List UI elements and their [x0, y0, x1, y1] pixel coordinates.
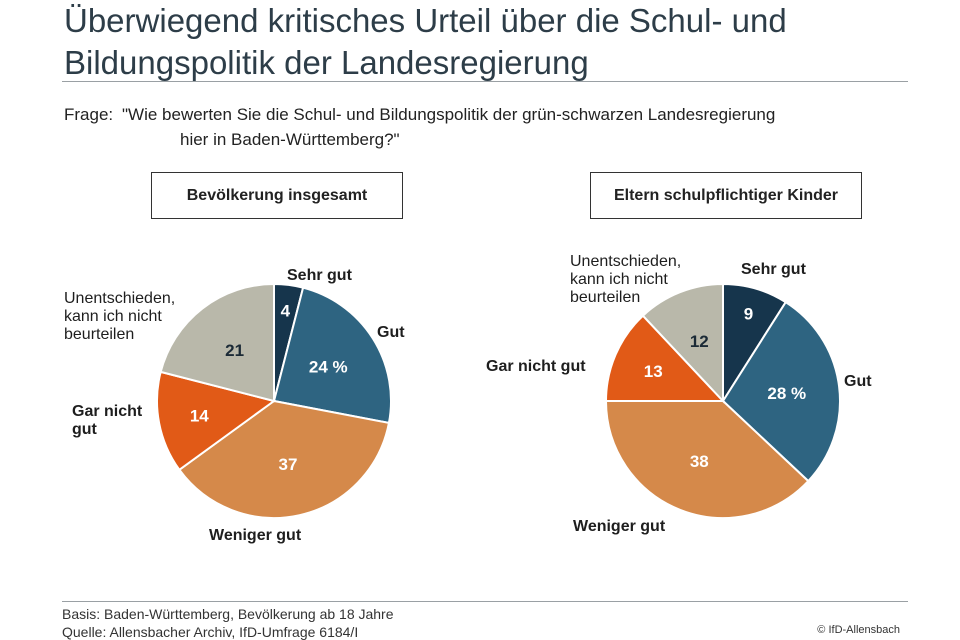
slice-value-label: 13 — [644, 362, 663, 381]
slice-category-label: Gut — [844, 373, 872, 390]
slice-value-label: 21 — [225, 341, 244, 360]
pie-slice-unentschieden — [641, 282, 724, 404]
question-line-1: "Wie bewerten Sie die Schul- und Bildung… — [122, 105, 776, 124]
slice-value-label: 37 — [279, 455, 298, 474]
slice-category-label: Unentschieden, kann ich nicht beurteilen — [570, 253, 681, 306]
slice-category-label: Gar nicht gut — [72, 403, 143, 438]
slice-value-label: 28 % — [767, 384, 806, 403]
slice-value-label: 4 — [281, 302, 291, 321]
slice-category-label: Unentschieden, kann ich nicht beurteilen — [64, 290, 175, 343]
title-rule — [62, 81, 908, 82]
slice-category-label: Weniger gut — [573, 518, 666, 535]
pie-chart-2: 9 Sehr gut 28 % Gut 38 Weniger gut 13 Gar nicht… — [486, 253, 872, 535]
pie-slice-weniger-gut — [604, 400, 810, 519]
panel-title-right: Eltern schulpflichtiger Kinder — [590, 172, 862, 219]
slice-value-label: 24 % — [309, 358, 348, 377]
pie-slice-gar-nicht-gut — [156, 370, 277, 472]
pie-chart-1: 4 Sehr gut 24 % Gut 37 Weniger gut 14 Gar nicht… — [64, 267, 405, 544]
slice-value-label: 12 — [690, 332, 709, 351]
pie-slice-gar-nicht-gut — [604, 314, 726, 402]
pie-slice-unentschieden — [159, 282, 275, 403]
question-prefix: Frage: — [64, 105, 114, 124]
title-line-1: Überwiegend kritisches Urteil über die S… — [64, 2, 787, 39]
question-line-2: hier in Baden-Württemberg?" — [180, 130, 400, 149]
pie-slice-gut — [272, 286, 392, 425]
footer-basis: Basis: Baden-Württemberg, Bevölkerung ab… — [62, 606, 394, 622]
slice-category-label: Weniger gut — [209, 527, 302, 544]
slice-value-label: 38 — [690, 452, 709, 471]
page-title: Überwiegend kritisches Urteil über die S… — [64, 0, 924, 84]
slice-category-label: Gar nicht gut — [486, 358, 586, 375]
slice-category-label: Sehr gut — [741, 261, 807, 278]
title-line-2: Bildungspolitik der Landesregierung — [64, 44, 589, 81]
slice-value-label: 9 — [744, 304, 753, 323]
pie-slice-weniger-gut — [177, 399, 391, 519]
pie-slice-gut — [721, 300, 841, 483]
footer-rule — [62, 601, 908, 602]
panel-title-left: Bevölkerung insgesamt — [151, 172, 403, 219]
question-text: Frage: "Wie bewerten Sie die Schul- und B… — [64, 102, 924, 152]
footer-source: Quelle: Allensbacher Archiv, IfD-Umfrage… — [62, 624, 359, 640]
slice-value-label: 14 — [190, 406, 209, 425]
slice-category-label: Sehr gut — [287, 267, 353, 284]
copyright: © IfD-Allensbach — [817, 624, 900, 636]
slice-category-label: Gut — [377, 324, 405, 341]
